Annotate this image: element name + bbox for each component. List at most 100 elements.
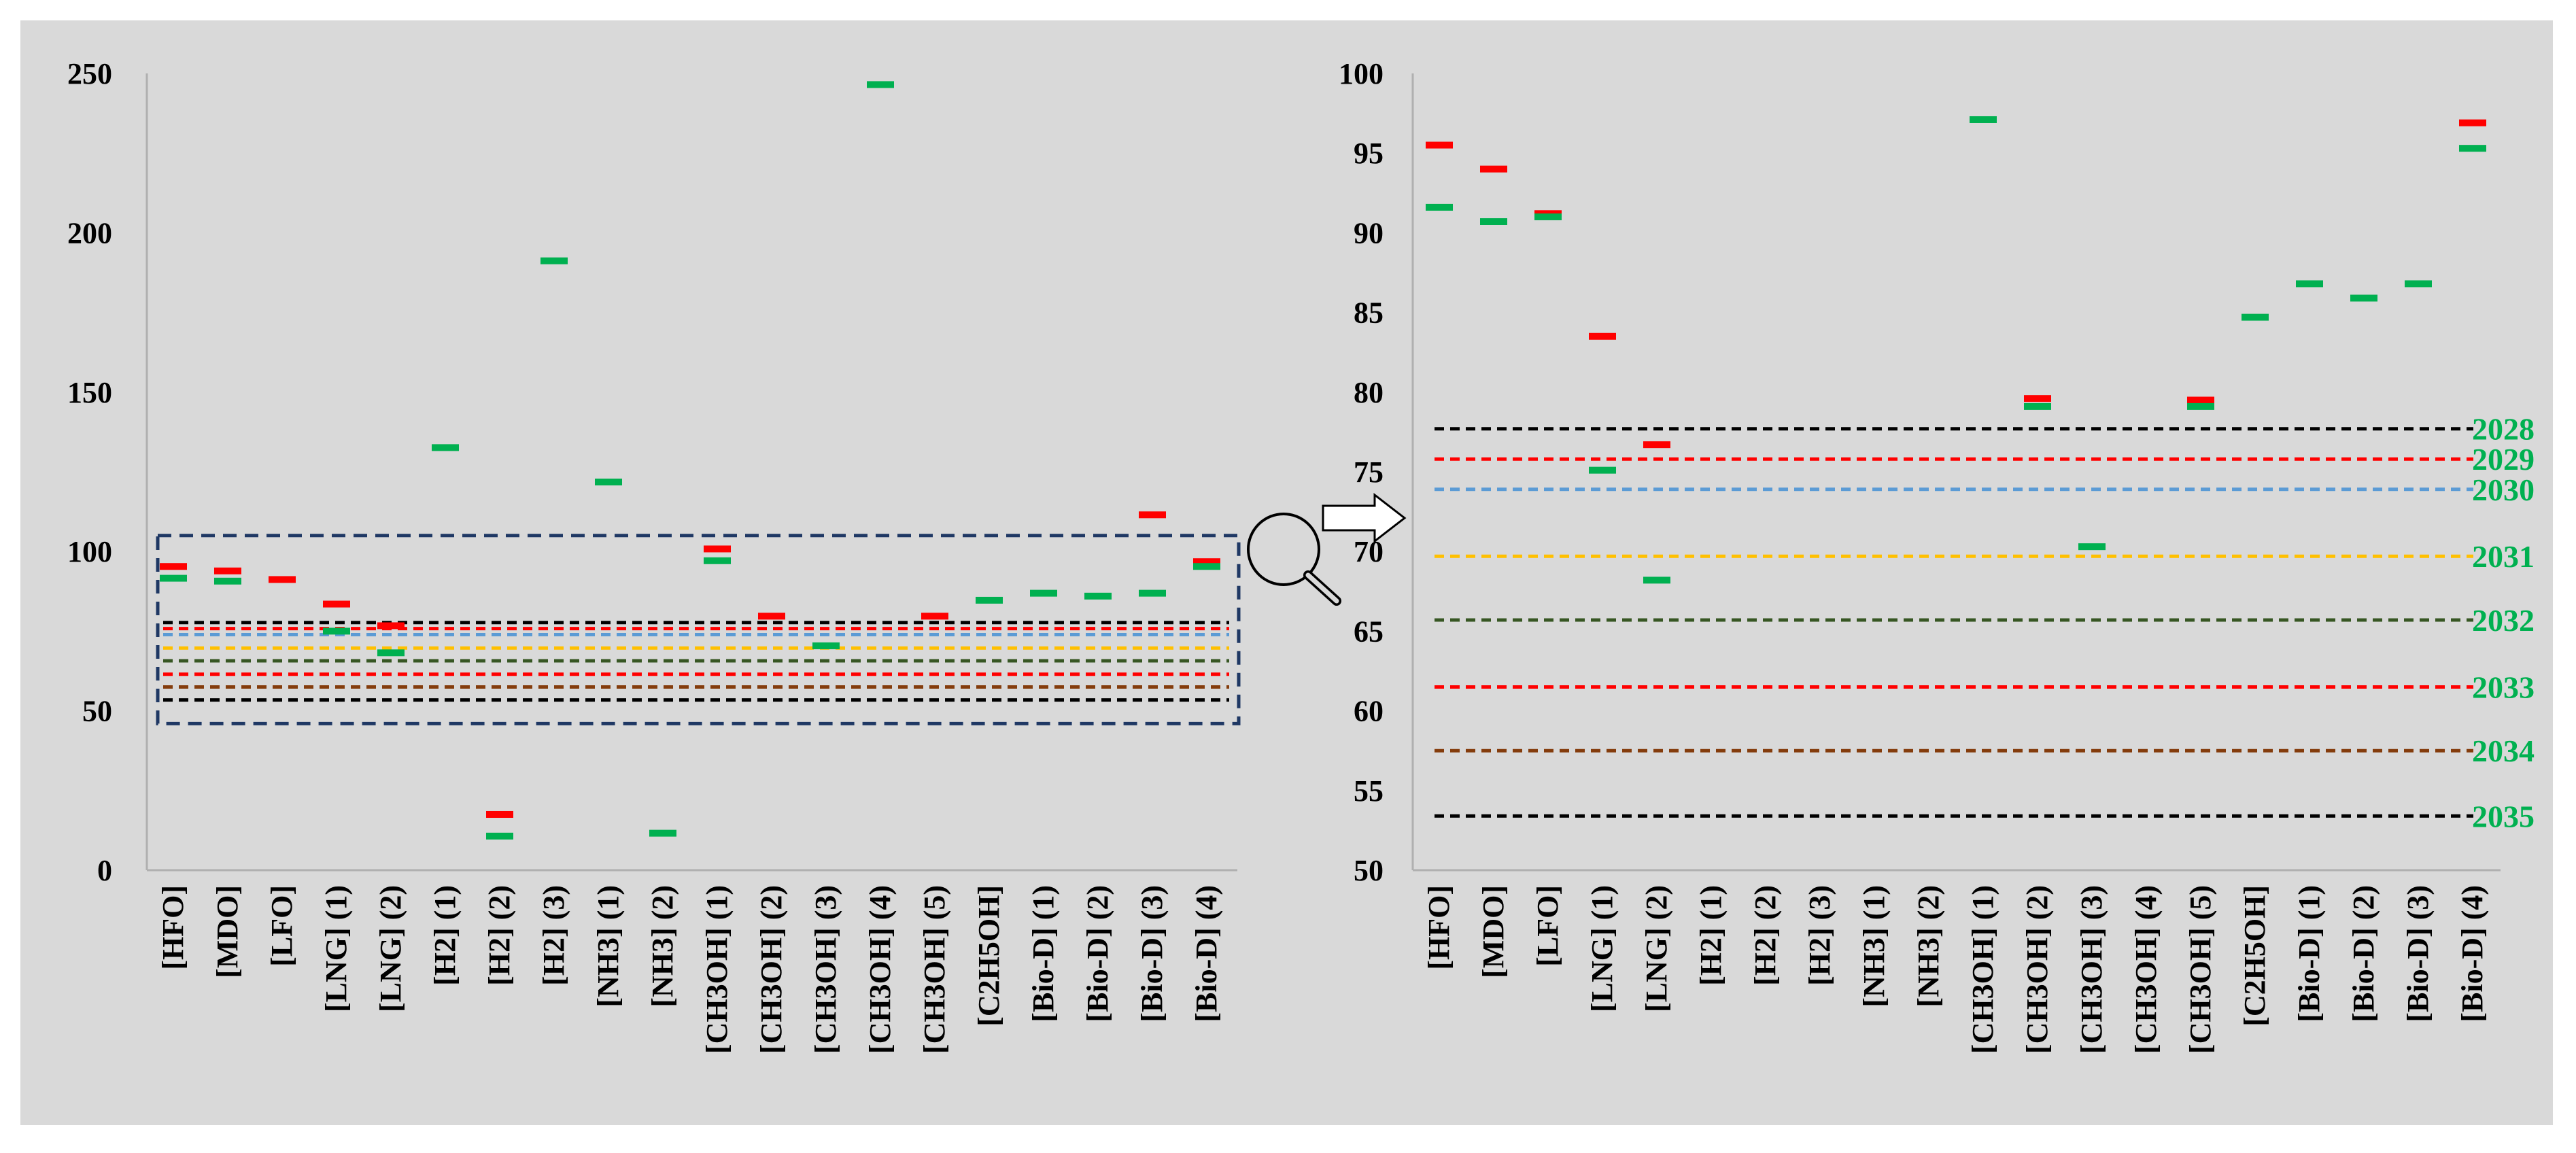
left-series2-marker — [867, 81, 894, 88]
right-category-label: [H2] (3) — [1803, 885, 1836, 986]
left-series2-marker — [432, 444, 459, 451]
left-series1-marker — [921, 613, 948, 620]
left-series1-marker — [486, 810, 513, 818]
left-category-label: [CH3OH] (3) — [809, 885, 842, 1054]
left-category-label: [LFO] — [265, 885, 298, 967]
right-category-label: [Bio-D] (4) — [2456, 885, 2489, 1022]
left-series1-marker — [269, 576, 296, 583]
right-reference-label: 2031 — [2472, 539, 2535, 574]
magnifier-icon — [1247, 513, 1341, 606]
right-category-label: [MDO] — [1477, 885, 1510, 978]
right-series2-marker — [1643, 576, 1670, 584]
right-category-label: [NH3] (1) — [1857, 885, 1891, 1008]
right-y-tick-label: 50 — [1354, 854, 1384, 887]
left-category-label: [Bio-D] (3) — [1135, 885, 1169, 1022]
right-series2-marker — [1970, 116, 1997, 123]
right-category-label: [CH3OH] (1) — [1966, 885, 1999, 1054]
right-series1-marker — [1480, 165, 1507, 173]
right-category-label: [HFO] — [1422, 885, 1456, 970]
left-series1-marker — [1193, 558, 1220, 566]
right-category-label: [Bio-D] (3) — [2401, 885, 2435, 1022]
right-category-label: [CH3OH] (2) — [2021, 885, 2054, 1054]
left-series2-marker — [377, 649, 405, 657]
left-category-label: [H2] (2) — [483, 885, 516, 986]
chart-background — [20, 20, 2553, 1125]
right-category-label: [CH3OH] (3) — [2075, 885, 2108, 1054]
right-series2-marker — [1589, 466, 1616, 474]
left-series2-marker — [976, 596, 1003, 604]
left-series1-marker — [758, 613, 785, 620]
zoom-indicator — [1247, 492, 1407, 606]
left-series2-marker — [1193, 563, 1220, 570]
right-series2-marker — [2187, 402, 2214, 410]
left-category-label: [CH3OH] (5) — [918, 885, 951, 1054]
left-series2-marker — [1139, 589, 1166, 597]
right-y-tick-label: 70 — [1354, 535, 1384, 568]
left-series2-marker — [1030, 589, 1057, 597]
left-chart: 0 50 100 150 200 250 [HFO] [MDO] [LFO] [LNG] (1) [… — [67, 57, 1241, 1054]
right-series1-marker — [1589, 332, 1616, 340]
left-y-tick-label: 200 — [67, 216, 112, 249]
right-series2-marker — [2296, 280, 2323, 288]
left-series2-marker — [214, 577, 241, 585]
left-y-tick-label: 100 — [67, 535, 112, 568]
left-category-label: [Bio-D] (4) — [1190, 885, 1223, 1022]
right-reference-label: 2034 — [2472, 734, 2535, 768]
right-series2-marker — [2242, 313, 2269, 321]
right-category-label: [CH3OH] (4) — [2129, 885, 2163, 1054]
right-category-label: [LNG] (2) — [1640, 885, 1673, 1012]
left-category-label: [NH3] (1) — [591, 885, 625, 1008]
right-category-label: [CH3OH] (5) — [2184, 885, 2217, 1054]
right-y-tick-label: 55 — [1354, 774, 1384, 808]
left-series1-marker — [704, 545, 731, 553]
right-series2-marker — [1480, 218, 1507, 225]
right-category-label: [LFO] — [1531, 885, 1564, 967]
left-category-label: [C2H5OH] — [972, 885, 1006, 1027]
right-series2-marker — [1426, 203, 1453, 211]
right-y-tick-label: 90 — [1354, 216, 1384, 249]
left-series2-marker — [160, 574, 187, 582]
right-series1-marker — [1643, 441, 1670, 449]
right-reference-label: 2030 — [2472, 472, 2535, 507]
right-series2-marker — [1534, 213, 1562, 220]
left-series2-marker — [595, 479, 622, 486]
right-series1-marker — [2024, 395, 2051, 402]
left-category-label: [MDO] — [211, 885, 244, 978]
right-y-tick-label: 65 — [1354, 615, 1384, 648]
right-series2-marker — [2350, 294, 2377, 302]
left-y-tick-label: 0 — [97, 854, 112, 887]
left-series2-marker — [1084, 592, 1112, 600]
right-category-label: [C2H5OH] — [2238, 885, 2271, 1027]
left-series2-marker — [486, 832, 513, 840]
right-reference-label: 2033 — [2472, 670, 2535, 704]
left-category-label: [CH3OH] (2) — [755, 885, 788, 1054]
right-category-label: [Bio-D] (2) — [2347, 885, 2380, 1022]
right-y-tick-label: 75 — [1354, 455, 1384, 489]
left-category-label: [H2] (3) — [537, 885, 570, 986]
right-y-tick-label: 85 — [1354, 296, 1384, 330]
right-reference-label: 2028 — [2472, 412, 2535, 447]
right-series2-marker — [2024, 402, 2051, 410]
left-series1-marker — [160, 563, 187, 570]
left-y-tick-label: 250 — [67, 57, 112, 90]
left-series2-marker — [323, 627, 350, 635]
right-y-tick-label: 95 — [1354, 137, 1384, 170]
left-category-label: [LNG] (1) — [320, 885, 353, 1012]
left-category-label: [NH3] (2) — [646, 885, 679, 1008]
right-reference-label: 2035 — [2472, 799, 2535, 833]
right-category-label: [H2] (2) — [1749, 885, 1782, 986]
left-category-label: [CH3OH] (1) — [700, 885, 734, 1054]
left-category-label: [HFO] — [156, 885, 190, 970]
left-series2-marker — [540, 257, 568, 264]
right-category-label: [H2] (1) — [1694, 885, 1728, 986]
left-y-tick-label: 50 — [82, 695, 112, 728]
left-category-label: [LNG] (2) — [374, 885, 407, 1012]
right-reference-label: 2032 — [2472, 603, 2535, 638]
right-series1-marker — [2187, 396, 2214, 404]
right-y-tick-label: 80 — [1354, 376, 1384, 409]
left-category-label: [Bio-D] (2) — [1081, 885, 1114, 1022]
left-series2-marker — [704, 557, 731, 564]
right-series1-marker — [1426, 141, 1453, 149]
